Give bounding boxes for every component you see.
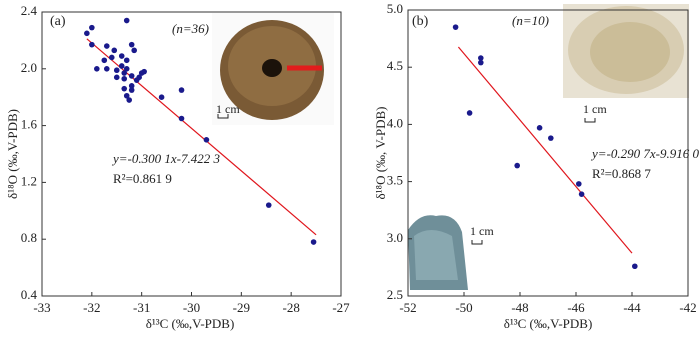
point	[123, 92, 130, 99]
point	[103, 43, 110, 49]
point	[158, 94, 165, 100]
panel-label: (b)	[412, 14, 429, 29]
point	[126, 97, 133, 103]
scale-label: 1 cm	[216, 102, 240, 116]
equation: y=-0.300 1x-7.422 3	[111, 151, 220, 166]
point	[94, 66, 100, 72]
y-tick-label: 1.2	[21, 173, 37, 188]
y-tick-label: 2.5	[387, 287, 403, 302]
plot-frame	[407, 9, 689, 297]
point	[108, 54, 115, 61]
point	[466, 110, 473, 116]
point	[203, 137, 210, 143]
x-tick-label: -32	[83, 300, 100, 315]
photo-b-top	[563, 4, 689, 123]
y-tick-label: 0.4	[21, 287, 38, 302]
point	[118, 63, 125, 69]
y-tick-label: 2.4	[21, 3, 38, 18]
x-tick-label: -29	[233, 300, 250, 315]
y-tick-label: 1.6	[21, 117, 38, 132]
point	[118, 53, 125, 59]
point	[111, 47, 118, 54]
point	[578, 191, 585, 197]
y-tick-label: 4.0	[387, 115, 403, 130]
r-squared: R²=0.861 9	[113, 171, 172, 186]
point	[478, 59, 484, 66]
point	[128, 83, 135, 89]
y-axis-label: δ¹⁸O (‰, V-PDB)	[373, 107, 388, 200]
point	[103, 66, 110, 72]
x-tick-label: -46	[567, 300, 585, 315]
point	[89, 41, 95, 48]
point	[89, 24, 95, 31]
point	[123, 66, 130, 72]
y-tick-label: 5.0	[387, 1, 403, 16]
scale-label: 1 cm	[583, 102, 607, 116]
equation: y=-0.290 7x-9.916 0	[590, 146, 699, 161]
point	[113, 67, 120, 74]
x-tick-label: -27	[332, 300, 350, 315]
x-tick-label: -44	[623, 300, 641, 315]
point	[452, 24, 459, 30]
point	[128, 41, 135, 48]
y-tick-label: 3.5	[387, 173, 403, 188]
point	[536, 125, 543, 131]
x-axis-label: δ¹³C (‰,V-PDB)	[146, 316, 235, 331]
x-tick-label: -42	[679, 300, 696, 315]
point	[123, 17, 130, 24]
n-label: (n=10)	[512, 13, 549, 28]
point	[478, 55, 484, 61]
point	[514, 162, 520, 169]
point	[178, 115, 185, 122]
x-tick-label: -48	[511, 300, 528, 315]
point	[113, 74, 120, 81]
y-tick-label: 2.0	[21, 60, 37, 75]
point	[131, 47, 137, 54]
n-label: (n=36)	[172, 21, 209, 36]
point	[548, 135, 554, 141]
x-tick-label: -50	[455, 300, 472, 315]
photo-b-bottom	[408, 215, 483, 290]
x-tick-label: -52	[399, 300, 416, 315]
y-tick-label: 4.5	[387, 58, 403, 73]
scale-label: 1 cm	[470, 224, 494, 238]
point	[141, 68, 147, 75]
point	[123, 57, 130, 64]
x-tick-label: -33	[33, 300, 50, 315]
photo-a	[212, 13, 334, 125]
point	[265, 202, 272, 208]
x-axis-label: δ¹³C (‰,V-PDB)	[504, 316, 593, 331]
point	[128, 73, 135, 79]
point	[121, 85, 128, 92]
y-tick-label: 3.0	[387, 230, 403, 245]
point	[632, 263, 638, 270]
point	[178, 87, 185, 93]
point	[121, 70, 128, 76]
point	[101, 57, 108, 64]
x-tick-label: -30	[183, 300, 200, 315]
x-tick-label: -31	[133, 300, 150, 315]
y-tick-label: 0.8	[21, 230, 37, 245]
point	[128, 87, 135, 93]
r-squared: R²=0.868 7	[592, 166, 651, 181]
point	[121, 75, 128, 82]
fit-line	[457, 46, 633, 254]
x-tick-label: -28	[282, 300, 299, 315]
panel-label: (a)	[50, 14, 66, 29]
point	[84, 30, 90, 37]
point	[576, 181, 582, 187]
point	[310, 239, 317, 245]
point	[136, 74, 142, 81]
y-axis-label: δ¹⁸O (‰,V-PDB)	[5, 109, 20, 199]
